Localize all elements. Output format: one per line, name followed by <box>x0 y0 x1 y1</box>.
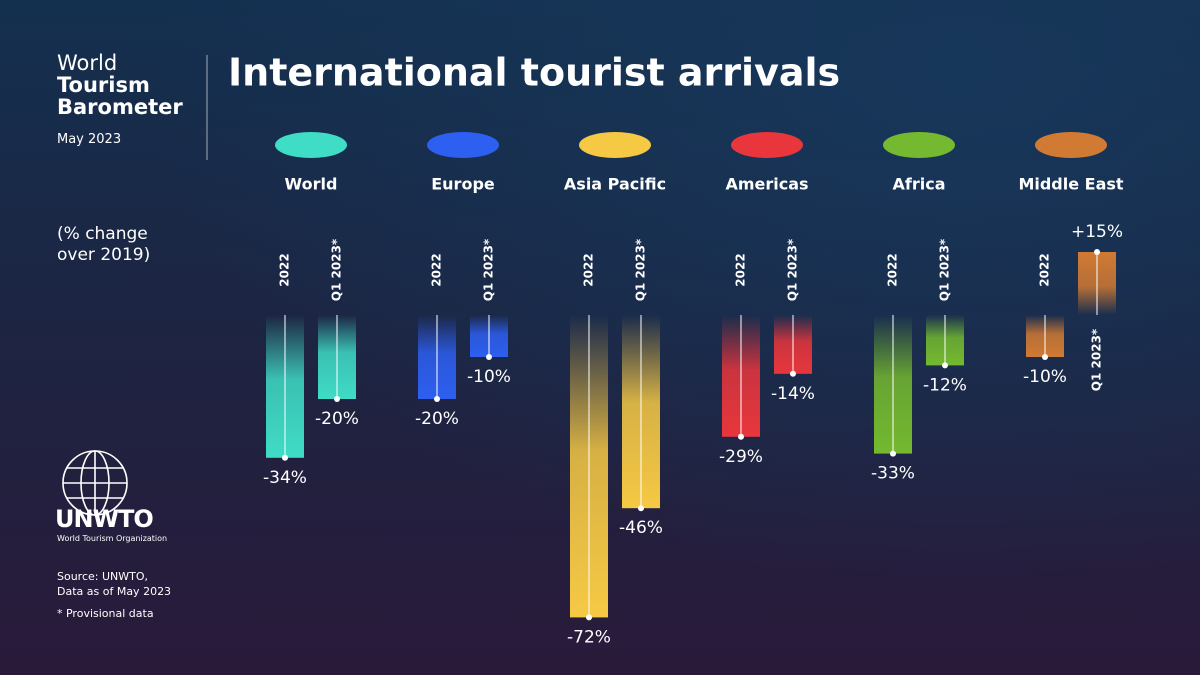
category-label: Europe <box>431 175 495 194</box>
value-label: -12% <box>923 375 967 395</box>
org-name: UNWTO <box>55 505 154 533</box>
bar-dot <box>434 396 440 402</box>
value-label: +15% <box>1071 222 1123 242</box>
series-label: 2022 <box>734 253 748 286</box>
bar-dot <box>486 354 492 360</box>
source: Source: UNWTO, Data as of May 2023 <box>57 570 172 598</box>
series-label: 2022 <box>278 253 292 286</box>
bar-dot <box>942 362 948 369</box>
series-label: 2022 <box>1038 253 1052 286</box>
value-label: -10% <box>1023 367 1067 387</box>
value-label: -33% <box>871 464 915 484</box>
series-label: 2022 <box>886 253 900 286</box>
series-label: 2022 <box>582 253 596 286</box>
series-label: Q1 2023* <box>1090 328 1104 391</box>
chart-title: International tourist arrivals <box>228 51 840 95</box>
series-label: Q1 2023* <box>634 238 648 301</box>
value-label: -34% <box>263 468 307 488</box>
brand: World Tourism Barometer <box>57 52 183 118</box>
bar-dot <box>1094 249 1100 255</box>
series-label: Q1 2023* <box>330 238 344 301</box>
series-label: Q1 2023* <box>786 238 800 301</box>
category-label: World <box>285 175 338 194</box>
bar-dot <box>638 505 644 512</box>
category-label: Americas <box>725 175 808 194</box>
category-label: Middle East <box>1018 175 1123 194</box>
region-icon <box>275 132 347 158</box>
value-label: -10% <box>467 367 511 387</box>
bar-dot <box>334 396 340 402</box>
series-label: Q1 2023* <box>938 238 952 301</box>
region-icon <box>731 132 803 158</box>
value-label: -20% <box>415 409 459 429</box>
category-label: Africa <box>893 175 946 194</box>
region-icon <box>1035 132 1107 158</box>
region-icon <box>883 132 955 158</box>
unwto-logo <box>62 450 128 516</box>
value-label: -20% <box>315 409 359 429</box>
bar-dot <box>890 450 896 457</box>
series-label: Q1 2023* <box>482 238 496 301</box>
category-label: Asia Pacific <box>564 175 666 194</box>
value-label: -72% <box>567 627 611 647</box>
org-full: World Tourism Organization <box>57 534 168 543</box>
series-label: 2022 <box>430 253 444 286</box>
region-icon <box>579 132 651 158</box>
bar-dot <box>586 614 592 621</box>
footnote: * Provisional data <box>57 607 154 620</box>
value-label: -29% <box>719 447 763 467</box>
date: May 2023 <box>57 132 122 147</box>
bar-dot <box>790 370 796 377</box>
region-icon <box>427 132 499 158</box>
brand-line: Barometer <box>57 95 183 119</box>
value-label: -14% <box>771 384 815 404</box>
bar-dot <box>282 454 288 461</box>
brand-line: Tourism <box>57 73 150 97</box>
bar-dot <box>1042 354 1048 360</box>
bar-dot <box>738 433 744 440</box>
brand-line: World <box>57 51 118 75</box>
unit-note: (% change over 2019) <box>57 224 151 265</box>
value-label: -46% <box>619 518 663 538</box>
